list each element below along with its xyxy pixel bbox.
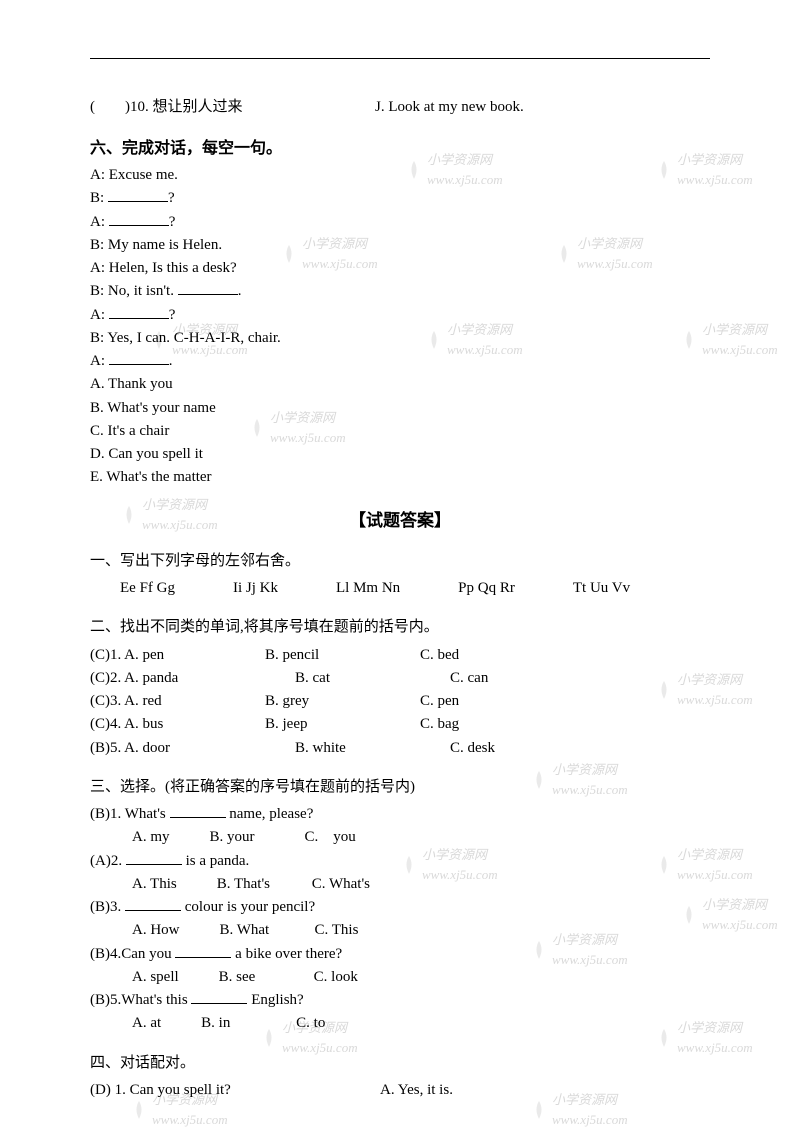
opt-c: C. can: [420, 667, 488, 690]
answer-1-title: 一、写出下列字母的左邻右舍。: [90, 550, 710, 573]
answer-2-row: (C)4. A. busB. jeepC. bag: [90, 713, 710, 736]
answer-3-question: (A)2. is a panda.: [90, 850, 710, 873]
opt-a: A. at: [90, 1012, 161, 1035]
answer-3-options: A. atB. inC. to: [90, 1012, 710, 1035]
opt-a: (C)1. A. pen: [90, 644, 265, 667]
opt-b: B. What: [180, 919, 295, 942]
answer-2-title: 二、找出不同类的单词,将其序号填在题前的括号内。: [90, 616, 710, 639]
dialog-line: B: ?: [90, 187, 710, 210]
opt-c: C. bed: [420, 644, 459, 667]
answer-3-options: A. spellB. seeC. look: [90, 966, 710, 989]
answer-3-question: (B)1. What's name, please?: [90, 803, 710, 826]
dialog-line: A: ?: [90, 211, 710, 234]
letters-item: Ee Ff Gg: [120, 577, 175, 600]
opt-a: (C)2. A. panda: [90, 667, 265, 690]
answer-2-row: (C)2. A. panda B. cat C. can: [90, 667, 710, 690]
dialog-option: C. It's a chair: [90, 420, 710, 443]
answer-3-options: A. myB. yourC. you: [90, 826, 710, 849]
opt-c: C. look: [294, 966, 358, 989]
answer-2-row: (B)5. A. door B. white C. desk: [90, 737, 710, 760]
answer-4-row: (D) 1. Can you spell it? A. Yes, it is.: [90, 1079, 710, 1102]
opt-b: B. see: [179, 966, 294, 989]
answer-3-question: (B)5.What's this English?: [90, 989, 710, 1012]
question-10: ( )10. 想让别人过来 J. Look at my new book.: [90, 96, 710, 119]
opt-a: A. spell: [90, 966, 179, 989]
opt-c: C. bag: [420, 713, 459, 736]
opt-b: B. in: [161, 1012, 276, 1035]
opt-c: C. pen: [420, 690, 459, 713]
opt-c: C. desk: [420, 737, 495, 760]
letters-item: Tt Uu Vv: [573, 577, 630, 600]
dialog-option: B. What's your name: [90, 397, 710, 420]
opt-a: (C)3. A. red: [90, 690, 265, 713]
dialog-option: E. What's the matter: [90, 466, 710, 489]
opt-c: C. you: [285, 826, 356, 849]
dialog-line: B: No, it isn't. .: [90, 280, 710, 303]
opt-c: C. What's: [292, 873, 370, 896]
answer-4-title: 四、对话配对。: [90, 1052, 710, 1075]
opt-a: (C)4. A. bus: [90, 713, 265, 736]
dialog-line: A: Helen, Is this a desk?: [90, 257, 710, 280]
answer-3-question: (B)4.Can you a bike over there?: [90, 943, 710, 966]
letters-item: Ii Jj Kk: [233, 577, 278, 600]
opt-a: A. This: [90, 873, 177, 896]
opt-c: C. This: [295, 919, 359, 942]
opt-b: B. grey: [265, 690, 420, 713]
opt-b: B. jeep: [265, 713, 420, 736]
opt-b: B. cat: [265, 667, 420, 690]
dialog-line: A: .: [90, 350, 710, 373]
opt-a: (B)5. A. door: [90, 737, 265, 760]
letters-item: Pp Qq Rr: [458, 577, 515, 600]
answer-2-row: (C)3. A. redB. greyC. pen: [90, 690, 710, 713]
answer-3-options: A. ThisB. That'sC. What's: [90, 873, 710, 896]
dialog-option: D. Can you spell it: [90, 443, 710, 466]
opt-b: B. white: [265, 737, 420, 760]
opt-b: B. That's: [177, 873, 292, 896]
top-rule: [90, 58, 710, 59]
section-6-title: 六、完成对话，每空一句。: [90, 137, 710, 162]
page-content: ( )10. 想让别人过来 J. Look at my new book. 六、…: [90, 70, 710, 1102]
dialog-line: A: ?: [90, 304, 710, 327]
pair-left: (D) 1. Can you spell it?: [90, 1079, 380, 1102]
q10-right: J. Look at my new book.: [375, 96, 524, 119]
opt-a: A. How: [90, 919, 180, 942]
opt-a: A. my: [90, 826, 170, 849]
answer-3-options: A. HowB. WhatC. This: [90, 919, 710, 942]
dialog-line: A: Excuse me.: [90, 164, 710, 187]
letters-item: Ll Mm Nn: [336, 577, 400, 600]
answer-2-row: (C)1. A. penB. pencilC. bed: [90, 644, 710, 667]
pair-right: A. Yes, it is.: [380, 1079, 453, 1102]
answers-title: 【试题答案】: [90, 508, 710, 534]
answer-3-question: (B)3. colour is your pencil?: [90, 896, 710, 919]
answer-3-title: 三、选择。(将正确答案的序号填在题前的括号内): [90, 776, 710, 799]
opt-b: B. your: [170, 826, 285, 849]
answer-1-row: Ee Ff Gg Ii Jj Kk Ll Mm Nn Pp Qq Rr Tt U…: [90, 577, 710, 600]
dialog-line: B: Yes, I can. C-H-A-I-R, chair.: [90, 327, 710, 350]
opt-b: B. pencil: [265, 644, 420, 667]
q10-left: ( )10. 想让别人过来: [90, 96, 375, 119]
opt-c: C. to: [276, 1012, 325, 1035]
dialog-option: A. Thank you: [90, 373, 710, 396]
dialog-line: B: My name is Helen.: [90, 234, 710, 257]
